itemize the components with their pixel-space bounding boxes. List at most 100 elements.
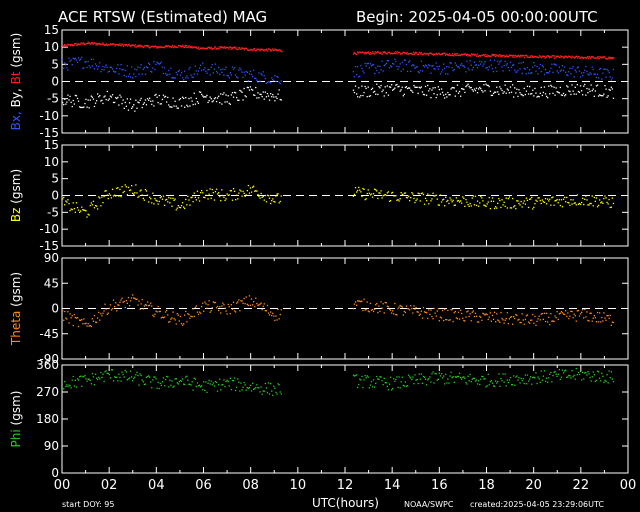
bxbybt-data-point — [553, 55, 555, 57]
phi-data-point — [466, 383, 468, 385]
theta-data-point — [157, 305, 159, 308]
bz-data-point — [226, 193, 228, 195]
bxbybt-data-point — [133, 104, 135, 106]
bxbybt-data-point — [566, 85, 568, 87]
bxbybt-data-point — [353, 51, 355, 54]
bxbybt-data-point — [384, 64, 386, 66]
bxbybt-data-point — [386, 85, 388, 87]
bxbybt-data-point — [245, 96, 247, 98]
bxbybt-data-point — [403, 51, 405, 53]
bxbybt-data-point — [542, 91, 544, 94]
theta-data-point — [152, 314, 154, 316]
bxbybt-data-point — [432, 87, 434, 89]
bxbybt-data-point — [457, 92, 460, 94]
bxbybt-data-point — [279, 98, 281, 101]
bxbybt-data-point — [461, 63, 463, 65]
phi-data-point — [92, 376, 95, 378]
phi-data-point — [70, 387, 72, 389]
bz-data-point — [202, 192, 204, 194]
bxbybt-data-point — [104, 66, 106, 68]
bxbybt-data-point — [384, 86, 386, 88]
theta-data-point — [224, 307, 226, 309]
bxbybt-ylabel-part: By, — [9, 88, 23, 111]
bxbybt-data-point — [95, 44, 97, 46]
bxbybt-data-point — [378, 85, 380, 88]
bxbybt-data-point — [429, 65, 431, 67]
bxbybt-data-point — [140, 64, 142, 66]
theta-data-point — [531, 319, 533, 321]
bxbybt-data-point — [71, 44, 74, 46]
bxbybt-data-point — [122, 45, 125, 47]
bz-data-point — [586, 199, 588, 201]
bz-data-point — [358, 186, 360, 189]
theta-data-point — [110, 309, 113, 311]
bz-data-point — [448, 202, 450, 205]
bxbybt-data-point — [603, 93, 605, 95]
bxbybt-data-point — [536, 56, 538, 58]
phi-data-point — [225, 380, 227, 383]
bz-data-point — [412, 193, 414, 195]
bxbybt-data-point — [148, 62, 150, 64]
bxbybt-data-point — [423, 94, 426, 96]
bxbybt-data-point — [87, 60, 89, 63]
xtick-label: 14 — [384, 478, 401, 493]
bxbybt-data-point — [512, 54, 514, 56]
bxbybt-data-point — [156, 96, 158, 98]
phi-data-point — [106, 372, 108, 374]
bxbybt-data-point — [185, 97, 187, 99]
bxbybt-data-point — [604, 57, 606, 59]
bxbybt-data-point — [116, 44, 118, 46]
bz-data-point — [270, 202, 272, 205]
bxbybt-data-point — [244, 47, 246, 49]
phi-data-point — [74, 379, 76, 381]
bxbybt-data-point — [214, 46, 217, 48]
theta-data-point — [536, 320, 538, 322]
bz-data-point — [489, 208, 491, 210]
bxbybt-data-point — [526, 56, 529, 58]
theta-data-point — [538, 315, 540, 317]
bxbybt-data-point — [601, 78, 603, 80]
bxbybt-data-point — [108, 43, 110, 46]
theta-data-point — [567, 312, 569, 314]
bz-data-point — [431, 198, 433, 200]
bxbybt-data-point — [579, 85, 582, 87]
bxbybt-data-point — [197, 70, 200, 72]
bz-data-point — [384, 193, 386, 196]
bxbybt-data-point — [455, 64, 457, 66]
phi-data-point — [142, 381, 144, 383]
phi-data-point — [75, 386, 78, 388]
theta-data-point — [232, 301, 235, 303]
phi-data-point — [360, 379, 362, 381]
bxbybt-data-point — [422, 65, 425, 67]
theta-data-point — [79, 319, 81, 321]
bz-data-point — [532, 208, 534, 210]
phi-data-point — [184, 383, 186, 386]
phi-data-point — [196, 382, 199, 384]
phi-data-point — [447, 378, 449, 380]
bxbybt-data-point — [610, 79, 612, 81]
bxbybt-data-point — [491, 68, 494, 70]
bxbybt-data-point — [509, 54, 512, 56]
bxbybt-data-point — [90, 95, 92, 97]
bxbybt-data-point — [239, 89, 241, 92]
theta-data-point — [450, 309, 452, 311]
bxbybt-data-point — [161, 46, 163, 48]
bxbybt-data-point — [504, 60, 506, 62]
bxbybt-data-point — [89, 99, 91, 101]
bz-data-point — [132, 192, 134, 194]
phi-data-point — [140, 374, 142, 377]
bxbybt-data-point — [219, 46, 222, 48]
bxbybt-data-point — [594, 73, 596, 75]
bxbybt-data-point — [106, 44, 108, 47]
bxbybt-data-point — [114, 101, 116, 104]
bxbybt-data-point — [431, 65, 433, 67]
bxbybt-data-point — [249, 70, 252, 72]
bxbybt-data-point — [236, 96, 238, 99]
bxbybt-data-point — [473, 54, 476, 56]
bz-data-point — [506, 207, 508, 209]
bxbybt-data-point — [73, 58, 75, 60]
bxbybt-data-point — [492, 54, 494, 56]
bxbybt-data-point — [71, 45, 73, 47]
phi-data-point — [236, 386, 238, 388]
phi-data-point — [213, 385, 216, 387]
